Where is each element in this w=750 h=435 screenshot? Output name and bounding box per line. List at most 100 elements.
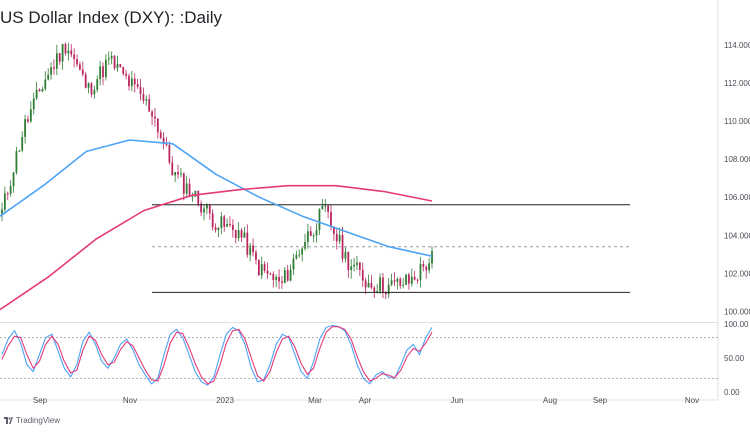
candle-body (350, 266, 353, 271)
candle-body (292, 258, 295, 270)
candle-body (393, 280, 396, 282)
time-tick-label: Sep (33, 396, 48, 405)
candle-body (154, 116, 156, 119)
candle-body (278, 277, 280, 282)
candle-body (246, 232, 249, 255)
watermark-label: TradingView (16, 416, 61, 425)
candle-body (413, 276, 416, 280)
candle-body (298, 254, 301, 256)
candle-body (399, 278, 402, 286)
candle-body (139, 86, 142, 94)
candle-body (367, 282, 370, 288)
candle-body (289, 269, 292, 281)
candle-body (223, 216, 226, 227)
candle-body (130, 78, 133, 87)
candle-body (373, 287, 376, 292)
candle-body (327, 205, 330, 212)
candle-body (41, 88, 44, 92)
candle-body (3, 193, 6, 210)
candle-body (312, 235, 315, 237)
candle-body (315, 230, 318, 236)
candle-body (145, 99, 148, 101)
candle-body (90, 83, 93, 95)
candle-body (376, 291, 379, 293)
candle-body (408, 274, 410, 284)
time-tick-label: Mar (308, 396, 322, 405)
time-tick-label: Apr (359, 396, 372, 405)
tradingview-watermark: TradingView (4, 416, 60, 425)
candle-body (318, 209, 321, 231)
candle-body (200, 203, 203, 213)
time-tick-label: Sep (593, 396, 608, 405)
candle-body (47, 74, 50, 80)
candle-body (194, 190, 197, 197)
candle-body (113, 55, 116, 69)
candle-body (206, 204, 208, 209)
candle-body (188, 183, 191, 198)
candle-body (191, 196, 194, 198)
candle-body (390, 280, 393, 285)
oscillator-tick-label: 0.00 (724, 388, 740, 397)
candle-body (50, 67, 52, 75)
tradingview-logo-icon (4, 417, 13, 424)
candle-body (133, 78, 136, 85)
candle-body (229, 224, 231, 226)
candle-body (79, 64, 81, 70)
candle-body (226, 224, 228, 227)
candle-body (347, 251, 350, 271)
candle-body (177, 172, 179, 175)
candle-body (102, 66, 104, 78)
candle-body (234, 230, 237, 239)
candle-body (358, 262, 361, 270)
candle-body (119, 64, 122, 67)
candle-body (53, 67, 55, 69)
price-tick-label: 106.000 (724, 193, 750, 202)
candle-body (38, 89, 41, 92)
candle-body (344, 251, 347, 259)
candle-body (309, 231, 312, 236)
candle-body (419, 264, 422, 280)
candle-body (422, 264, 425, 267)
candle-body (237, 230, 240, 239)
candle-body (165, 143, 168, 146)
candle-body (159, 132, 162, 138)
candle-body (70, 50, 73, 55)
candle-body (168, 145, 171, 163)
candle-body (93, 89, 96, 95)
candle-body (211, 213, 214, 228)
candle-body (384, 291, 387, 295)
candle-body (107, 58, 110, 60)
candle-body (9, 186, 12, 194)
candle-body (21, 136, 24, 151)
time-tick-label: Jun (451, 396, 464, 405)
moving-average-slow (0, 184, 433, 311)
candle-body (405, 274, 407, 285)
candle-body (58, 53, 61, 62)
candle-body (12, 172, 15, 187)
candle-body (76, 59, 78, 65)
candle-body (425, 266, 428, 271)
candle-body (208, 204, 211, 214)
candle-body (136, 84, 139, 87)
candle-body (341, 234, 344, 259)
candle-body (122, 66, 125, 74)
time-tick-label: 2023 (216, 396, 234, 405)
candle-body (402, 284, 405, 286)
time-tick-label: Aug (543, 396, 557, 405)
candle-body (231, 224, 234, 231)
price-tick-label: 102.000 (724, 269, 750, 278)
price-tick-label: 110.000 (724, 117, 750, 126)
price-tick-label: 108.000 (724, 155, 750, 164)
candle-body (6, 193, 9, 195)
candle-body (353, 264, 355, 267)
candle-body (18, 150, 21, 152)
candle-body (332, 226, 335, 234)
candle-body (379, 277, 381, 292)
candle-body (338, 234, 341, 242)
candle-body (32, 98, 35, 110)
candle-body (361, 269, 364, 281)
chart-title: US Dollar Index (DXY): :Daily (0, 8, 223, 27)
candle-body (61, 44, 64, 62)
